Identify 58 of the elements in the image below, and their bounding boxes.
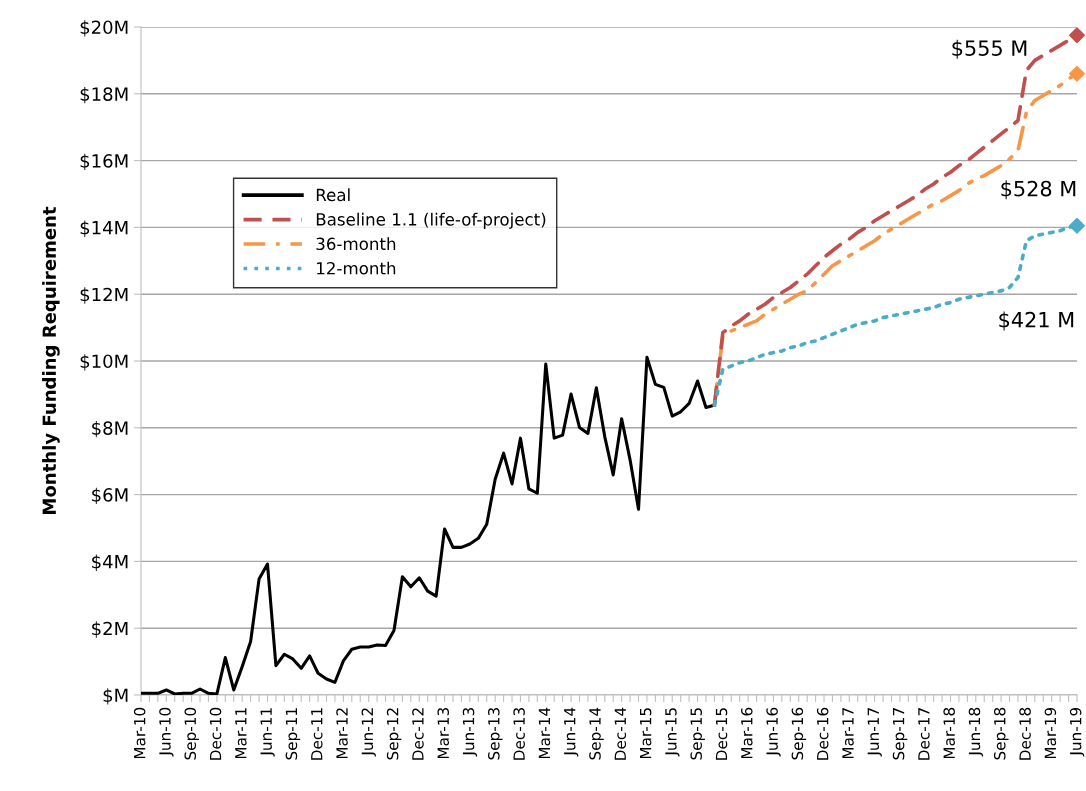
x-tick-label: Mar-15 — [640, 708, 652, 759]
legend-label: Baseline 1.1 (life-of-project) — [316, 212, 546, 229]
annotation: $421 M — [999, 311, 1074, 331]
x-tick-label: Dec-10 — [209, 707, 222, 760]
x-tick-label: Jun-15 — [665, 708, 680, 757]
y-tick-label: $16M — [80, 153, 128, 171]
x-tick-label: Sep-12 — [386, 708, 402, 760]
y-axis-title: Monthly Funding Requirement — [42, 206, 60, 514]
x-tick-label: Jun-10 — [159, 707, 174, 757]
x-tick-label: Mar-14 — [538, 707, 551, 759]
y-tick-label: $14M — [80, 220, 128, 237]
x-tick-label: Mar-12 — [336, 708, 348, 759]
x-tick-label: Mar-17 — [842, 708, 854, 759]
x-tick-label: Dec-18 — [1019, 707, 1031, 760]
x-tick-label: Sep-17 — [892, 708, 908, 760]
x-tick-label: Jun-18 — [968, 707, 984, 757]
x-tick-label: Mar-19 — [1044, 707, 1057, 759]
y-tick-label: $10M — [80, 354, 128, 371]
x-tick-label: Mar-13 — [437, 708, 449, 759]
x-tick-label: Jun-19 — [1069, 707, 1085, 757]
x-tick-label: Sep-15 — [690, 708, 705, 760]
x-tick-label: Sep-14 — [589, 707, 604, 760]
x-tick-label: Sep-11 — [285, 708, 301, 760]
x-tick-label: Sep-18 — [993, 707, 1009, 760]
x-tick-label: Dec-11 — [311, 708, 323, 760]
x-tick-label: Jun-12 — [361, 708, 376, 757]
x-tick-label: Jun-14 — [564, 707, 579, 757]
annotation: $528 M — [1001, 180, 1076, 200]
x-tick-label: Mar-16 — [741, 707, 753, 759]
x-tick-label: Dec-13 — [513, 708, 525, 760]
x-tick-label: Jun-11 — [260, 708, 275, 757]
x-tick-label: Jun-17 — [867, 708, 882, 757]
x-tick-label: Sep-10 — [184, 707, 199, 760]
legend-label: 12-month — [317, 261, 396, 275]
y-tick-label: $2M — [92, 621, 128, 638]
x-tick-label: Sep-16 — [791, 707, 807, 760]
y-tick-label: $M — [103, 688, 128, 705]
x-tick-label: Dec-14 — [614, 707, 627, 760]
x-tick-label: Dec-15 — [715, 708, 728, 760]
x-tick-label: Mar-18 — [943, 707, 955, 759]
line-series — [141, 355, 716, 695]
x-tick-label: Sep-13 — [488, 708, 503, 760]
y-tick-label: $20M — [80, 20, 128, 37]
x-tick-label: Dec-16 — [816, 707, 829, 760]
x-tick-label: Dec-12 — [412, 708, 424, 760]
x-tick-label: Mar-10 — [133, 707, 146, 759]
y-tick-label: $18M — [80, 86, 128, 104]
y-tick-label: $6M — [92, 487, 128, 505]
y-tick-label: $8M — [92, 420, 128, 438]
y-tick-label: $12M — [80, 287, 128, 304]
x-tick-label: Jun-13 — [462, 708, 478, 757]
y-tick-label: $4M — [92, 554, 128, 571]
legend-label: Real — [316, 188, 350, 202]
legend-label: 36-month — [316, 237, 396, 251]
annotation: $555 M — [952, 39, 1027, 59]
x-tick-label: Mar-11 — [235, 708, 247, 759]
x-tick-label: Dec-17 — [918, 708, 930, 760]
x-tick-label: Jun-16 — [766, 707, 781, 757]
